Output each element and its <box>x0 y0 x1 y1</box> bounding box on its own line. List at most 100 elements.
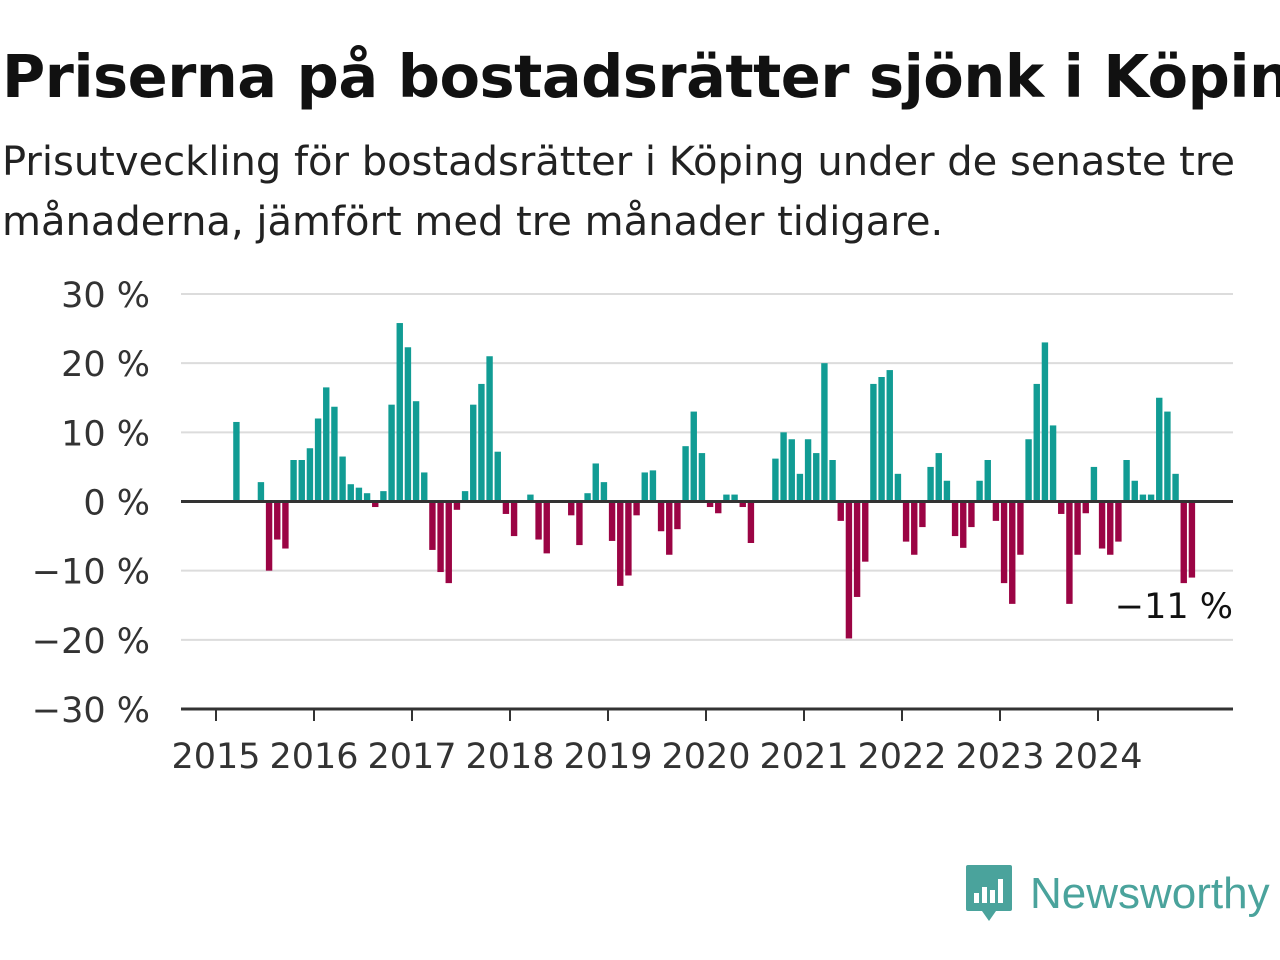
bar <box>698 453 706 502</box>
bar <box>388 404 395 502</box>
bar <box>543 501 550 554</box>
bar <box>331 406 338 502</box>
bar <box>486 356 493 502</box>
bar <box>715 501 722 514</box>
bar <box>1131 480 1138 502</box>
bar <box>1147 494 1155 502</box>
bar <box>1164 411 1171 502</box>
bar <box>984 460 991 502</box>
y-tick-label: −30 % <box>32 691 150 731</box>
bar <box>437 501 444 573</box>
bar <box>723 494 730 502</box>
chart-title: Priserna på bostadsrätter sjönk i Köping <box>2 42 1280 111</box>
bar <box>829 460 836 502</box>
bar <box>927 466 934 502</box>
bar <box>690 411 697 502</box>
bar <box>429 501 436 550</box>
x-tick-label: 2017 <box>367 737 456 777</box>
bar <box>478 383 485 502</box>
x-tick-label: 2016 <box>269 737 358 777</box>
x-tick-label: 2019 <box>563 737 652 777</box>
bar <box>592 463 599 502</box>
bar <box>380 491 387 502</box>
bar <box>641 472 648 502</box>
bar <box>1066 501 1073 604</box>
bar <box>527 494 534 502</box>
x-tick-label: 2018 <box>465 737 554 777</box>
bar <box>951 501 959 537</box>
bar <box>1172 473 1179 502</box>
bar <box>821 363 828 502</box>
bar <box>796 473 804 502</box>
bar <box>870 383 877 502</box>
bar <box>274 501 281 540</box>
bar <box>600 482 608 502</box>
chart-subtitle: Prisutveckling för bostadsrätter i Köpin… <box>2 139 1236 245</box>
bar <box>1041 342 1049 502</box>
bar <box>902 501 910 542</box>
bar <box>257 482 265 502</box>
x-tick-label: 2021 <box>759 737 848 777</box>
bar <box>494 451 501 502</box>
bar <box>731 494 738 502</box>
x-tick-label: 2023 <box>955 737 1044 777</box>
bar <box>1090 466 1098 502</box>
bar <box>339 456 346 502</box>
bar <box>649 470 657 502</box>
bar <box>666 501 673 555</box>
x-tick-label: 2015 <box>171 737 260 777</box>
bar <box>1049 425 1057 502</box>
bar <box>1017 501 1024 555</box>
bar <box>617 501 624 586</box>
bar <box>804 439 812 502</box>
bar <box>265 501 273 571</box>
bar <box>911 501 918 555</box>
bar <box>886 370 893 502</box>
bar <box>862 501 869 562</box>
bar <box>1123 460 1130 502</box>
bar <box>1058 501 1065 514</box>
bar <box>772 458 779 502</box>
x-tick-label: 2024 <box>1053 737 1142 777</box>
bar <box>298 460 305 502</box>
bar <box>347 484 354 502</box>
bar <box>943 480 951 502</box>
bar <box>1000 501 1008 584</box>
bar <box>845 501 853 639</box>
bar <box>739 501 746 508</box>
bar <box>788 439 795 502</box>
y-tick-label: 10 % <box>61 414 150 454</box>
bar <box>1025 439 1032 502</box>
bar <box>421 472 428 502</box>
bar <box>453 501 461 510</box>
bar <box>1074 501 1081 555</box>
bar <box>1188 501 1196 578</box>
bar <box>1156 397 1163 502</box>
bar <box>1139 494 1147 502</box>
bar <box>1180 501 1187 584</box>
bar <box>1009 501 1016 604</box>
bar <box>657 501 665 532</box>
bar <box>363 493 371 502</box>
bar <box>674 501 681 530</box>
bar <box>314 418 322 502</box>
bar <box>976 480 983 502</box>
bar <box>608 501 616 541</box>
last-value-label: −11 % <box>1115 587 1233 627</box>
bar <box>968 501 975 528</box>
bar <box>1107 501 1114 555</box>
brand-logo[interactable]: Newsworthy <box>964 862 1270 926</box>
bar <box>706 501 714 508</box>
x-tick-label: 2022 <box>857 737 946 777</box>
bar <box>878 377 885 502</box>
bar <box>682 446 689 502</box>
bar <box>780 432 787 502</box>
bar <box>502 501 510 514</box>
bar <box>625 501 632 576</box>
bar <box>412 401 420 502</box>
bar <box>1033 383 1040 502</box>
bar <box>853 501 861 597</box>
bar <box>1098 501 1106 549</box>
bar <box>233 421 240 502</box>
